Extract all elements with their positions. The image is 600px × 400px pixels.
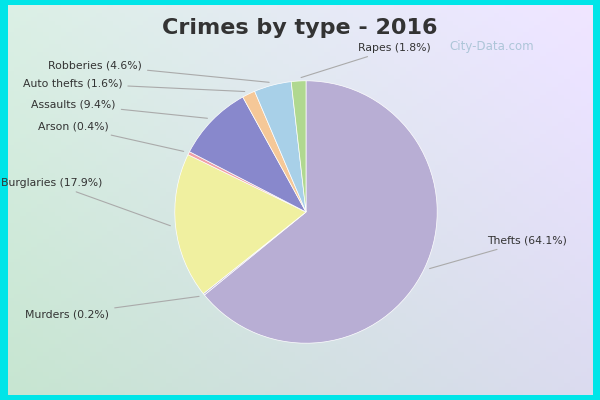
Wedge shape (291, 81, 306, 212)
Wedge shape (190, 97, 306, 212)
Wedge shape (205, 81, 437, 343)
Text: Arson (0.4%): Arson (0.4%) (38, 122, 184, 151)
Text: Rapes (1.8%): Rapes (1.8%) (301, 43, 431, 78)
Wedge shape (175, 155, 306, 294)
Text: Auto thefts (1.6%): Auto thefts (1.6%) (23, 78, 245, 92)
Text: Burglaries (17.9%): Burglaries (17.9%) (1, 178, 170, 226)
Text: Murders (0.2%): Murders (0.2%) (25, 296, 199, 319)
Wedge shape (188, 152, 306, 212)
Text: City-Data.com: City-Data.com (449, 40, 535, 53)
Wedge shape (254, 82, 306, 212)
Text: Robberies (4.6%): Robberies (4.6%) (48, 60, 269, 82)
Text: Crimes by type - 2016: Crimes by type - 2016 (162, 18, 438, 38)
Text: Assaults (9.4%): Assaults (9.4%) (31, 100, 208, 118)
Wedge shape (243, 91, 306, 212)
Wedge shape (203, 212, 306, 295)
Text: Thefts (64.1%): Thefts (64.1%) (430, 236, 567, 268)
